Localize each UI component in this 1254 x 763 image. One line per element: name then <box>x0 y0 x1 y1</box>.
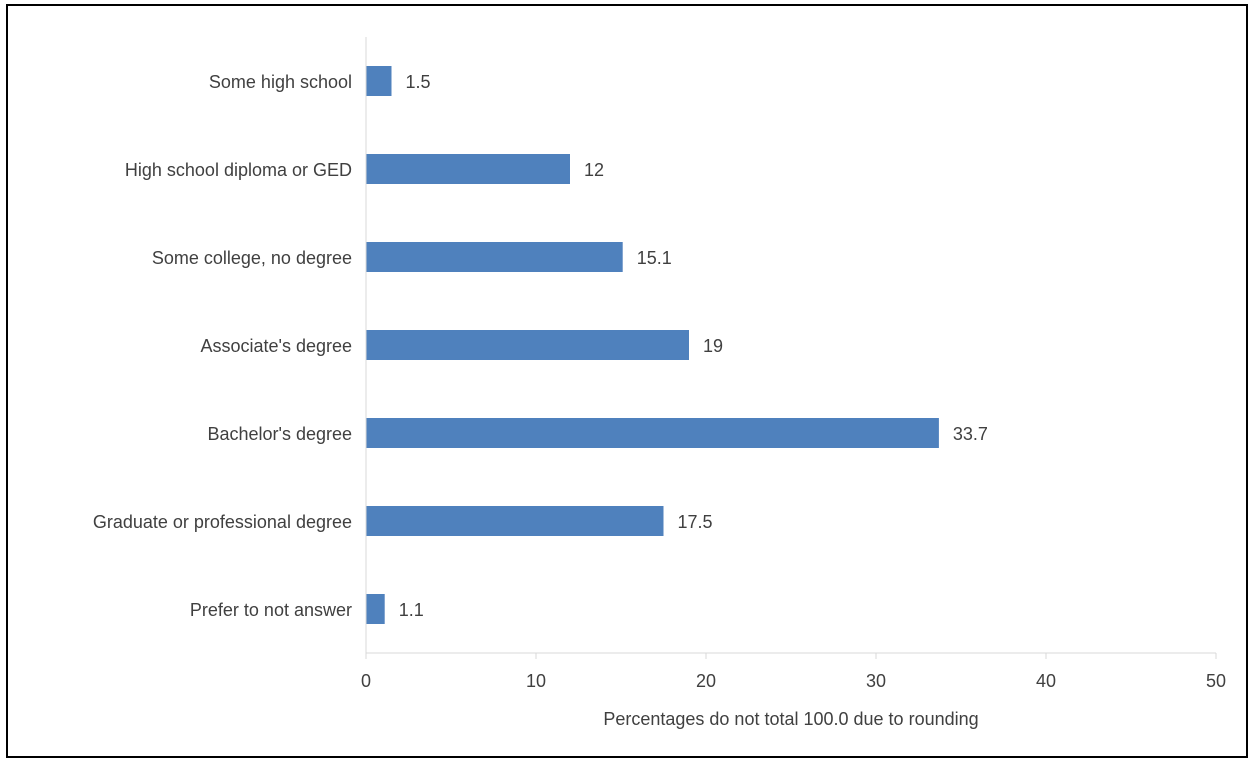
bar <box>366 66 392 96</box>
x-tick-label: 50 <box>1206 671 1226 691</box>
data-label: 33.7 <box>953 424 988 444</box>
x-tick-label: 20 <box>696 671 716 691</box>
chart-frame: 1.5 12 15.1 19 33.7 17.5 1.1 Some high school H… <box>6 4 1248 758</box>
bar <box>366 242 623 272</box>
data-label: 1.1 <box>399 600 424 620</box>
bar <box>366 330 689 360</box>
x-tick-label: 0 <box>361 671 371 691</box>
category-label: Some college, no degree <box>152 248 352 268</box>
category-label: Prefer to not answer <box>190 600 352 620</box>
bar-chart: 1.5 12 15.1 19 33.7 17.5 1.1 Some high school H… <box>93 37 1226 729</box>
category-label: Some high school <box>209 72 352 92</box>
data-labels-group: 1.5 12 15.1 19 33.7 17.5 1.1 <box>399 72 988 620</box>
bar <box>366 506 664 536</box>
category-label: Bachelor's degree <box>207 424 352 444</box>
category-labels-group: Some high school High school diploma or G… <box>93 72 352 620</box>
x-tick-label: 40 <box>1036 671 1056 691</box>
bar <box>366 418 939 448</box>
data-label: 15.1 <box>637 248 672 268</box>
category-label: Associate's degree <box>200 336 352 356</box>
bar <box>366 154 570 184</box>
bars-group <box>366 66 939 624</box>
data-label: 12 <box>584 160 604 180</box>
category-label: Graduate or professional degree <box>93 512 352 532</box>
data-label: 19 <box>703 336 723 356</box>
data-label: 17.5 <box>678 512 713 532</box>
x-axis-title: Percentages do not total 100.0 due to ro… <box>603 709 978 729</box>
x-tick-label: 30 <box>866 671 886 691</box>
x-tick-label: 10 <box>526 671 546 691</box>
axes-group: 0 10 20 30 40 50 <box>361 37 1226 691</box>
bar <box>366 594 385 624</box>
category-label: High school diploma or GED <box>125 160 352 180</box>
data-label: 1.5 <box>406 72 431 92</box>
